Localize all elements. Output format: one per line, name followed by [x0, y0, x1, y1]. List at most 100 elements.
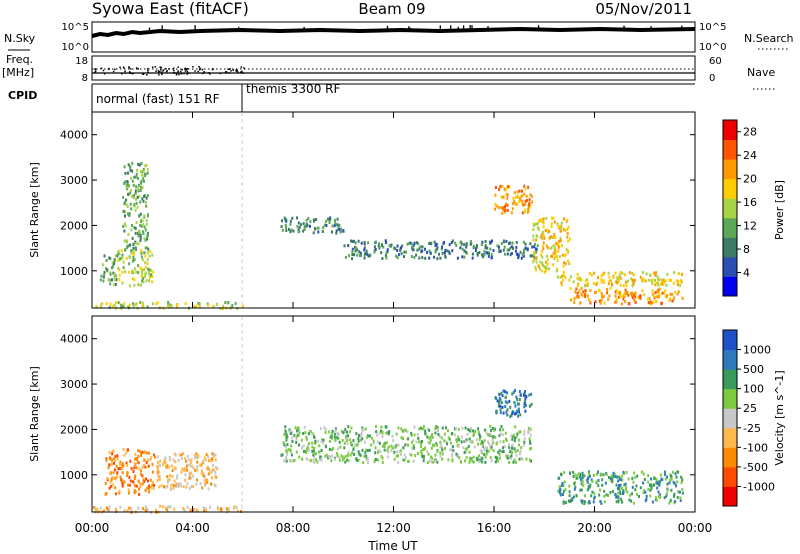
data-cell [320, 458, 323, 462]
data-cell [519, 452, 521, 456]
data-cell [422, 427, 424, 431]
data-cell [436, 449, 439, 453]
data-cell [383, 448, 386, 452]
data-cell [345, 435, 347, 438]
data-cell [582, 484, 585, 488]
data-cell [400, 449, 402, 453]
data-cell [139, 212, 142, 216]
data-cell [346, 458, 349, 462]
data-cell [115, 475, 118, 479]
data-cell [354, 241, 357, 245]
nsky-spikes [148, 25, 683, 31]
data-cell [501, 433, 504, 437]
data-cell [573, 297, 576, 301]
data-cell [511, 411, 514, 415]
data-cell [463, 451, 466, 454]
data-cell [285, 226, 288, 230]
data-cell [557, 245, 560, 249]
data-cell [600, 501, 603, 505]
data-cell [286, 452, 288, 456]
data-cell [612, 474, 615, 478]
freq-dot [103, 73, 106, 75]
data-cell [523, 440, 526, 444]
data-cell [147, 490, 150, 494]
data-cell [511, 207, 514, 211]
data-cell [311, 449, 314, 453]
data-cell [634, 300, 637, 304]
data-cell [416, 433, 419, 437]
data-cell [114, 459, 117, 463]
data-cell [192, 474, 194, 478]
data-cell [605, 473, 608, 477]
freq-dot [102, 69, 105, 72]
data-cell [123, 202, 126, 206]
data-cell [285, 438, 288, 442]
data-cell [638, 294, 641, 298]
freq-dot [192, 66, 194, 68]
data-cell [424, 432, 427, 436]
data-cell [457, 435, 460, 439]
data-cell [361, 437, 364, 441]
data-cell [125, 198, 128, 202]
data-cell [125, 257, 128, 260]
data-cell [139, 239, 142, 243]
data-cell [580, 278, 583, 282]
data-cell [576, 272, 579, 276]
data-cell [595, 472, 598, 476]
data-cell [162, 505, 165, 509]
data-cell [457, 427, 460, 431]
data-cell [123, 480, 126, 484]
data-cell [639, 296, 642, 300]
data-cell [532, 228, 535, 232]
data-cell [289, 222, 292, 226]
data-cell [121, 253, 124, 257]
data-cell [306, 446, 309, 450]
data-cell [502, 446, 504, 450]
data-cell [448, 251, 451, 255]
data-cell [614, 492, 617, 496]
data-cell [510, 454, 513, 458]
data-cell [123, 509, 126, 513]
data-cell [617, 291, 620, 295]
data-cell [681, 488, 684, 491]
data-cell [465, 243, 468, 247]
data-cell [553, 233, 556, 237]
data-cell [542, 225, 545, 229]
data-cell [480, 456, 483, 460]
data-cell [499, 411, 502, 415]
data-cell [543, 265, 546, 269]
data-cell [413, 446, 416, 450]
data-cell [574, 290, 577, 294]
data-cell [143, 214, 146, 218]
data-cell [638, 495, 640, 498]
data-cell [502, 450, 505, 453]
data-cell [562, 270, 565, 274]
data-cell [630, 277, 633, 281]
data-cell [468, 450, 471, 454]
data-cell [581, 294, 584, 298]
data-cell [328, 221, 331, 224]
data-cell [292, 229, 295, 233]
data-cell [537, 265, 540, 269]
data-cell [328, 430, 331, 434]
data-cell [151, 480, 154, 484]
data-cell [93, 506, 96, 509]
data-cell [324, 431, 327, 435]
freq-dot [178, 73, 180, 76]
data-cell [500, 391, 503, 395]
data-cell [445, 440, 448, 444]
data-cell [402, 446, 405, 450]
data-cell [631, 280, 634, 284]
data-cell [573, 482, 576, 486]
data-cell [211, 463, 214, 467]
data-cell [553, 236, 556, 239]
data-cell [519, 413, 522, 417]
data-cell [494, 455, 497, 459]
data-cell [188, 458, 190, 462]
data-cell [574, 296, 577, 300]
data-cell [666, 272, 669, 276]
data-cell [291, 431, 294, 435]
freq-dot [219, 72, 222, 75]
data-cell [593, 491, 596, 495]
data-cell [173, 479, 176, 483]
